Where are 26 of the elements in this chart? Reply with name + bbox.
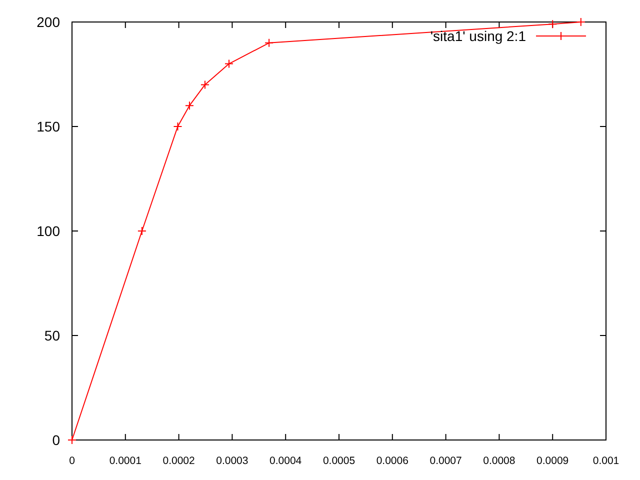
x-tick-label: 0.001: [592, 455, 620, 467]
y-tick-label: 50: [44, 328, 60, 344]
x-tick-label: 0.0009: [536, 455, 569, 467]
point: [200, 80, 210, 90]
point: [173, 122, 182, 131]
point: [184, 101, 194, 110]
point: [576, 18, 586, 26]
point: [264, 38, 274, 48]
x-tick-label: 0.0002: [162, 455, 196, 467]
y-tick-label: 200: [36, 14, 60, 30]
y-tick-label: 0: [52, 432, 60, 448]
point: [224, 59, 234, 68]
x-tick-label: 0.0001: [109, 455, 142, 467]
legend-label: 'sita1' using 2:1: [430, 28, 526, 44]
point: [137, 226, 146, 236]
point: [548, 20, 558, 29]
x-tick-label: 0.0007: [430, 455, 462, 467]
y-tick-label: 100: [36, 223, 60, 239]
x-tick-label: 0.0006: [376, 455, 409, 467]
point: [68, 436, 76, 444]
x-tick-label: 0.0004: [270, 455, 302, 467]
x-tick-label: 0: [69, 455, 76, 467]
x-tick-label: 0.0005: [322, 455, 356, 467]
x-tick-label: 0.0003: [216, 455, 248, 467]
y-tick-label: 150: [36, 118, 60, 134]
x-tick-label: 0.0008: [483, 455, 516, 467]
